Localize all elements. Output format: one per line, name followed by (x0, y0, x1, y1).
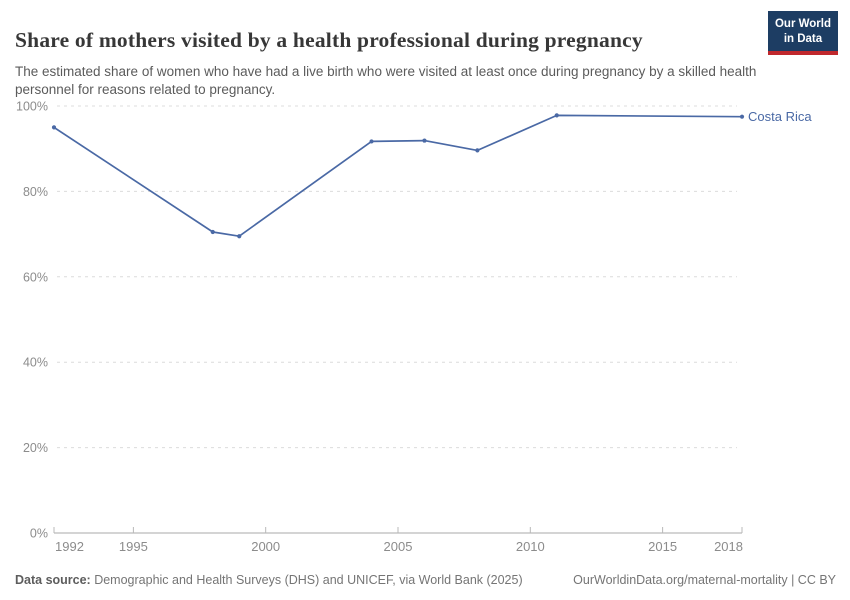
data-point[interactable] (369, 139, 374, 144)
y-tick-label: 60% (23, 270, 48, 284)
x-tick-label: 2010 (516, 539, 545, 554)
data-point[interactable] (237, 234, 242, 239)
license-link[interactable]: OurWorldinData.org/maternal-mortality | … (573, 573, 836, 587)
data-source-text: Demographic and Health Surveys (DHS) and… (90, 573, 523, 587)
entity-label[interactable]: Costa Rica (748, 109, 812, 124)
page-title: Share of mothers visited by a health pro… (15, 28, 643, 53)
line-chart-canvas[interactable]: 0% 20% 40% 60% 80% 100% 1992 1995 2000 2005 2010 20… (0, 90, 850, 560)
y-tick-label: 0% (30, 527, 48, 541)
data-source-note: Data source: Demographic and Health Surv… (15, 573, 523, 587)
owid-logo-line2: in Data (783, 32, 823, 45)
x-tick-label: 1992 (55, 539, 84, 554)
data-point[interactable] (475, 148, 480, 153)
series-line[interactable] (53, 114, 743, 238)
x-tick-label: 2018 (714, 539, 743, 554)
y-tick-label: 80% (23, 185, 48, 199)
y-tick-label: 40% (23, 356, 48, 370)
data-point[interactable] (210, 229, 215, 235)
data-point[interactable] (422, 138, 427, 143)
chart-footer: Data source: Demographic and Health Surv… (15, 573, 836, 587)
chart-subtitle: The estimated share of women who have ha… (15, 63, 757, 97)
owid-logo[interactable]: Our World in Data (767, 11, 838, 55)
y-tick-label: 20% (23, 441, 48, 455)
owid-logo-line1: Our World (774, 18, 831, 30)
x-tick-label: 1995 (119, 539, 148, 554)
data-point[interactable] (51, 125, 57, 130)
x-tick-label: 2005 (384, 539, 413, 554)
x-tick-label: 2015 (648, 539, 677, 554)
x-tick-label: 2000 (251, 539, 280, 554)
data-source-label: Data source: (15, 573, 91, 587)
data-point[interactable] (739, 114, 745, 119)
data-point[interactable] (554, 113, 559, 118)
y-tick-label: 100% (16, 100, 48, 114)
